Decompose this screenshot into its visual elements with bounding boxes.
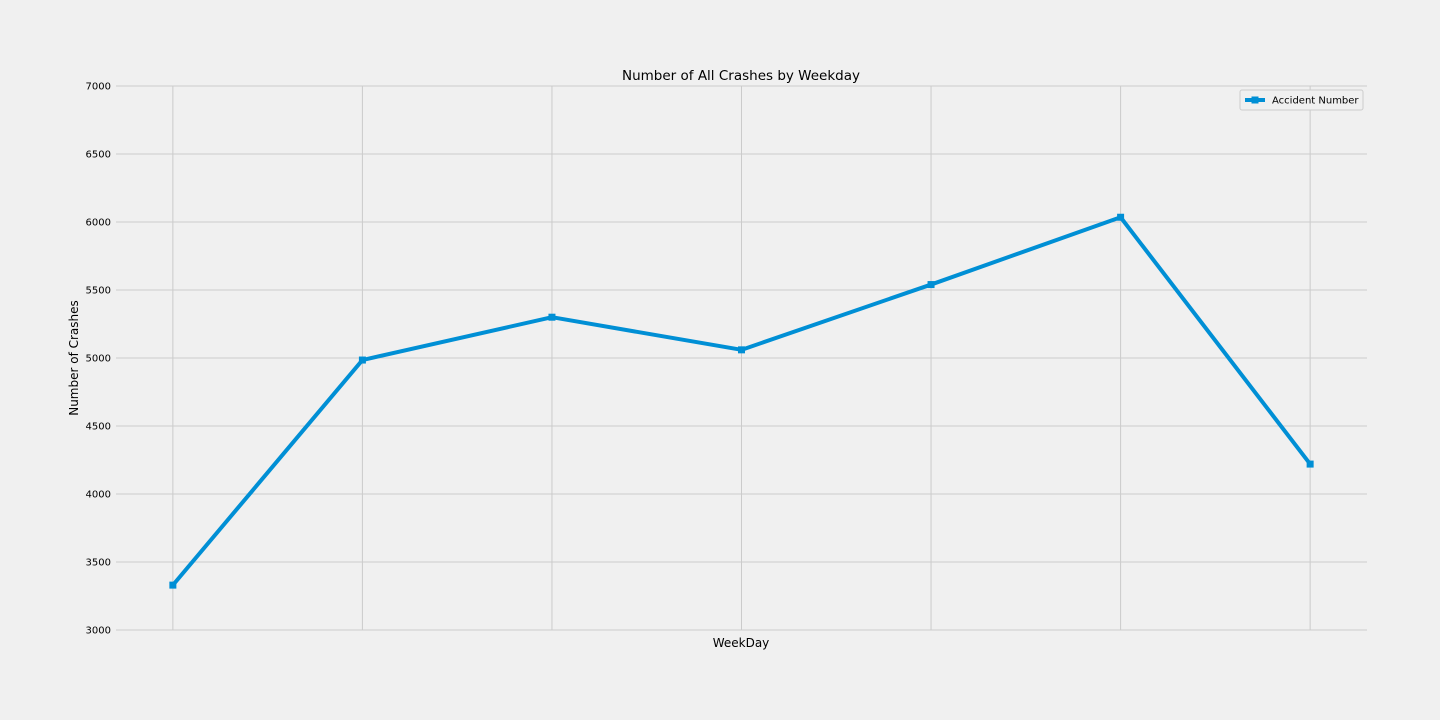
data-point-marker [358, 356, 366, 364]
series-layer [169, 213, 1314, 589]
y-tick-label: 6000 [86, 218, 111, 229]
data-point-marker [738, 346, 745, 354]
grid-lines [116, 85, 1367, 631]
legend-label: Accident Number [1272, 96, 1359, 107]
chart-title: Number of All Crashes by Weekday [622, 68, 860, 84]
y-tick-label: 6500 [86, 150, 111, 161]
y-tick-label: 7000 [86, 82, 111, 93]
y-tick-label: 5500 [86, 286, 111, 297]
data-point-marker [1306, 460, 1314, 468]
y-tick-label: 4500 [86, 422, 111, 433]
y-tick-label: 5000 [86, 354, 111, 365]
y-tick-label: 4000 [86, 490, 111, 501]
y-tick-label: 3000 [86, 626, 111, 637]
y-axis-label: Number of Crashes [67, 300, 81, 416]
legend: Accident Number [1239, 89, 1364, 111]
legend-marker-swatch [1251, 96, 1259, 104]
legend-box [1239, 89, 1364, 111]
data-point-marker [927, 281, 935, 289]
y-tick-label: 3500 [86, 558, 111, 569]
data-point-marker [548, 313, 556, 321]
data-point-marker [169, 581, 177, 589]
y-tick-labels: 3000 3500 4000 4500 5000 5500 6000 6500 7000 [86, 82, 111, 637]
x-axis-label: WeekDay [713, 636, 770, 650]
data-point-marker [1117, 213, 1125, 221]
